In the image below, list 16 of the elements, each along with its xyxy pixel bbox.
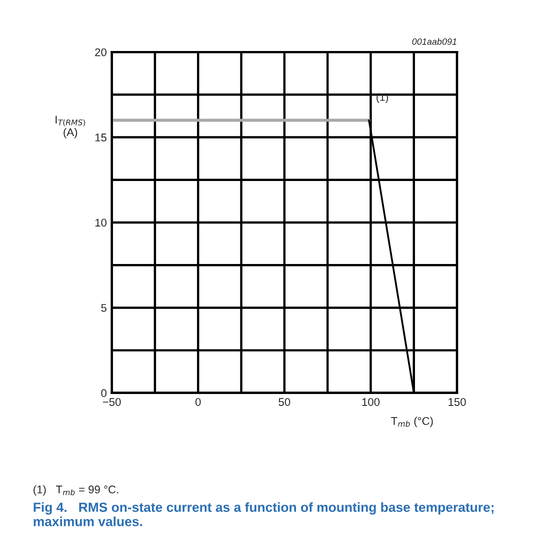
x-tick-label: 150 [448,398,466,406]
y-axis-title: I$_{T(RMS)}$ (A) [56,116,86,138]
x-axis-title: T$_{mb}$ (°C) [391,416,433,428]
x-tick-label: 50 [278,398,290,406]
text: Fig 4. RMS on-state current as a function of mounting base temperature; maximum values. [34,502,494,526]
text: (1) T$_{mb}$ = 99 °C. [34,485,118,496]
y-tick-label: 5 [101,304,106,312]
x-tick-label: 0 [195,398,201,406]
y-tick-label: 0 [101,389,106,398]
x-tick-label: 100 [362,398,380,406]
y-tick-label: 20 [95,48,106,56]
x-tick-label: −50 [102,398,121,406]
text: 001aab091 [412,38,456,45]
y-tick-label: 10 [95,218,106,227]
annotation: (1) [376,93,388,103]
y-tick-label: 15 [95,134,106,142]
